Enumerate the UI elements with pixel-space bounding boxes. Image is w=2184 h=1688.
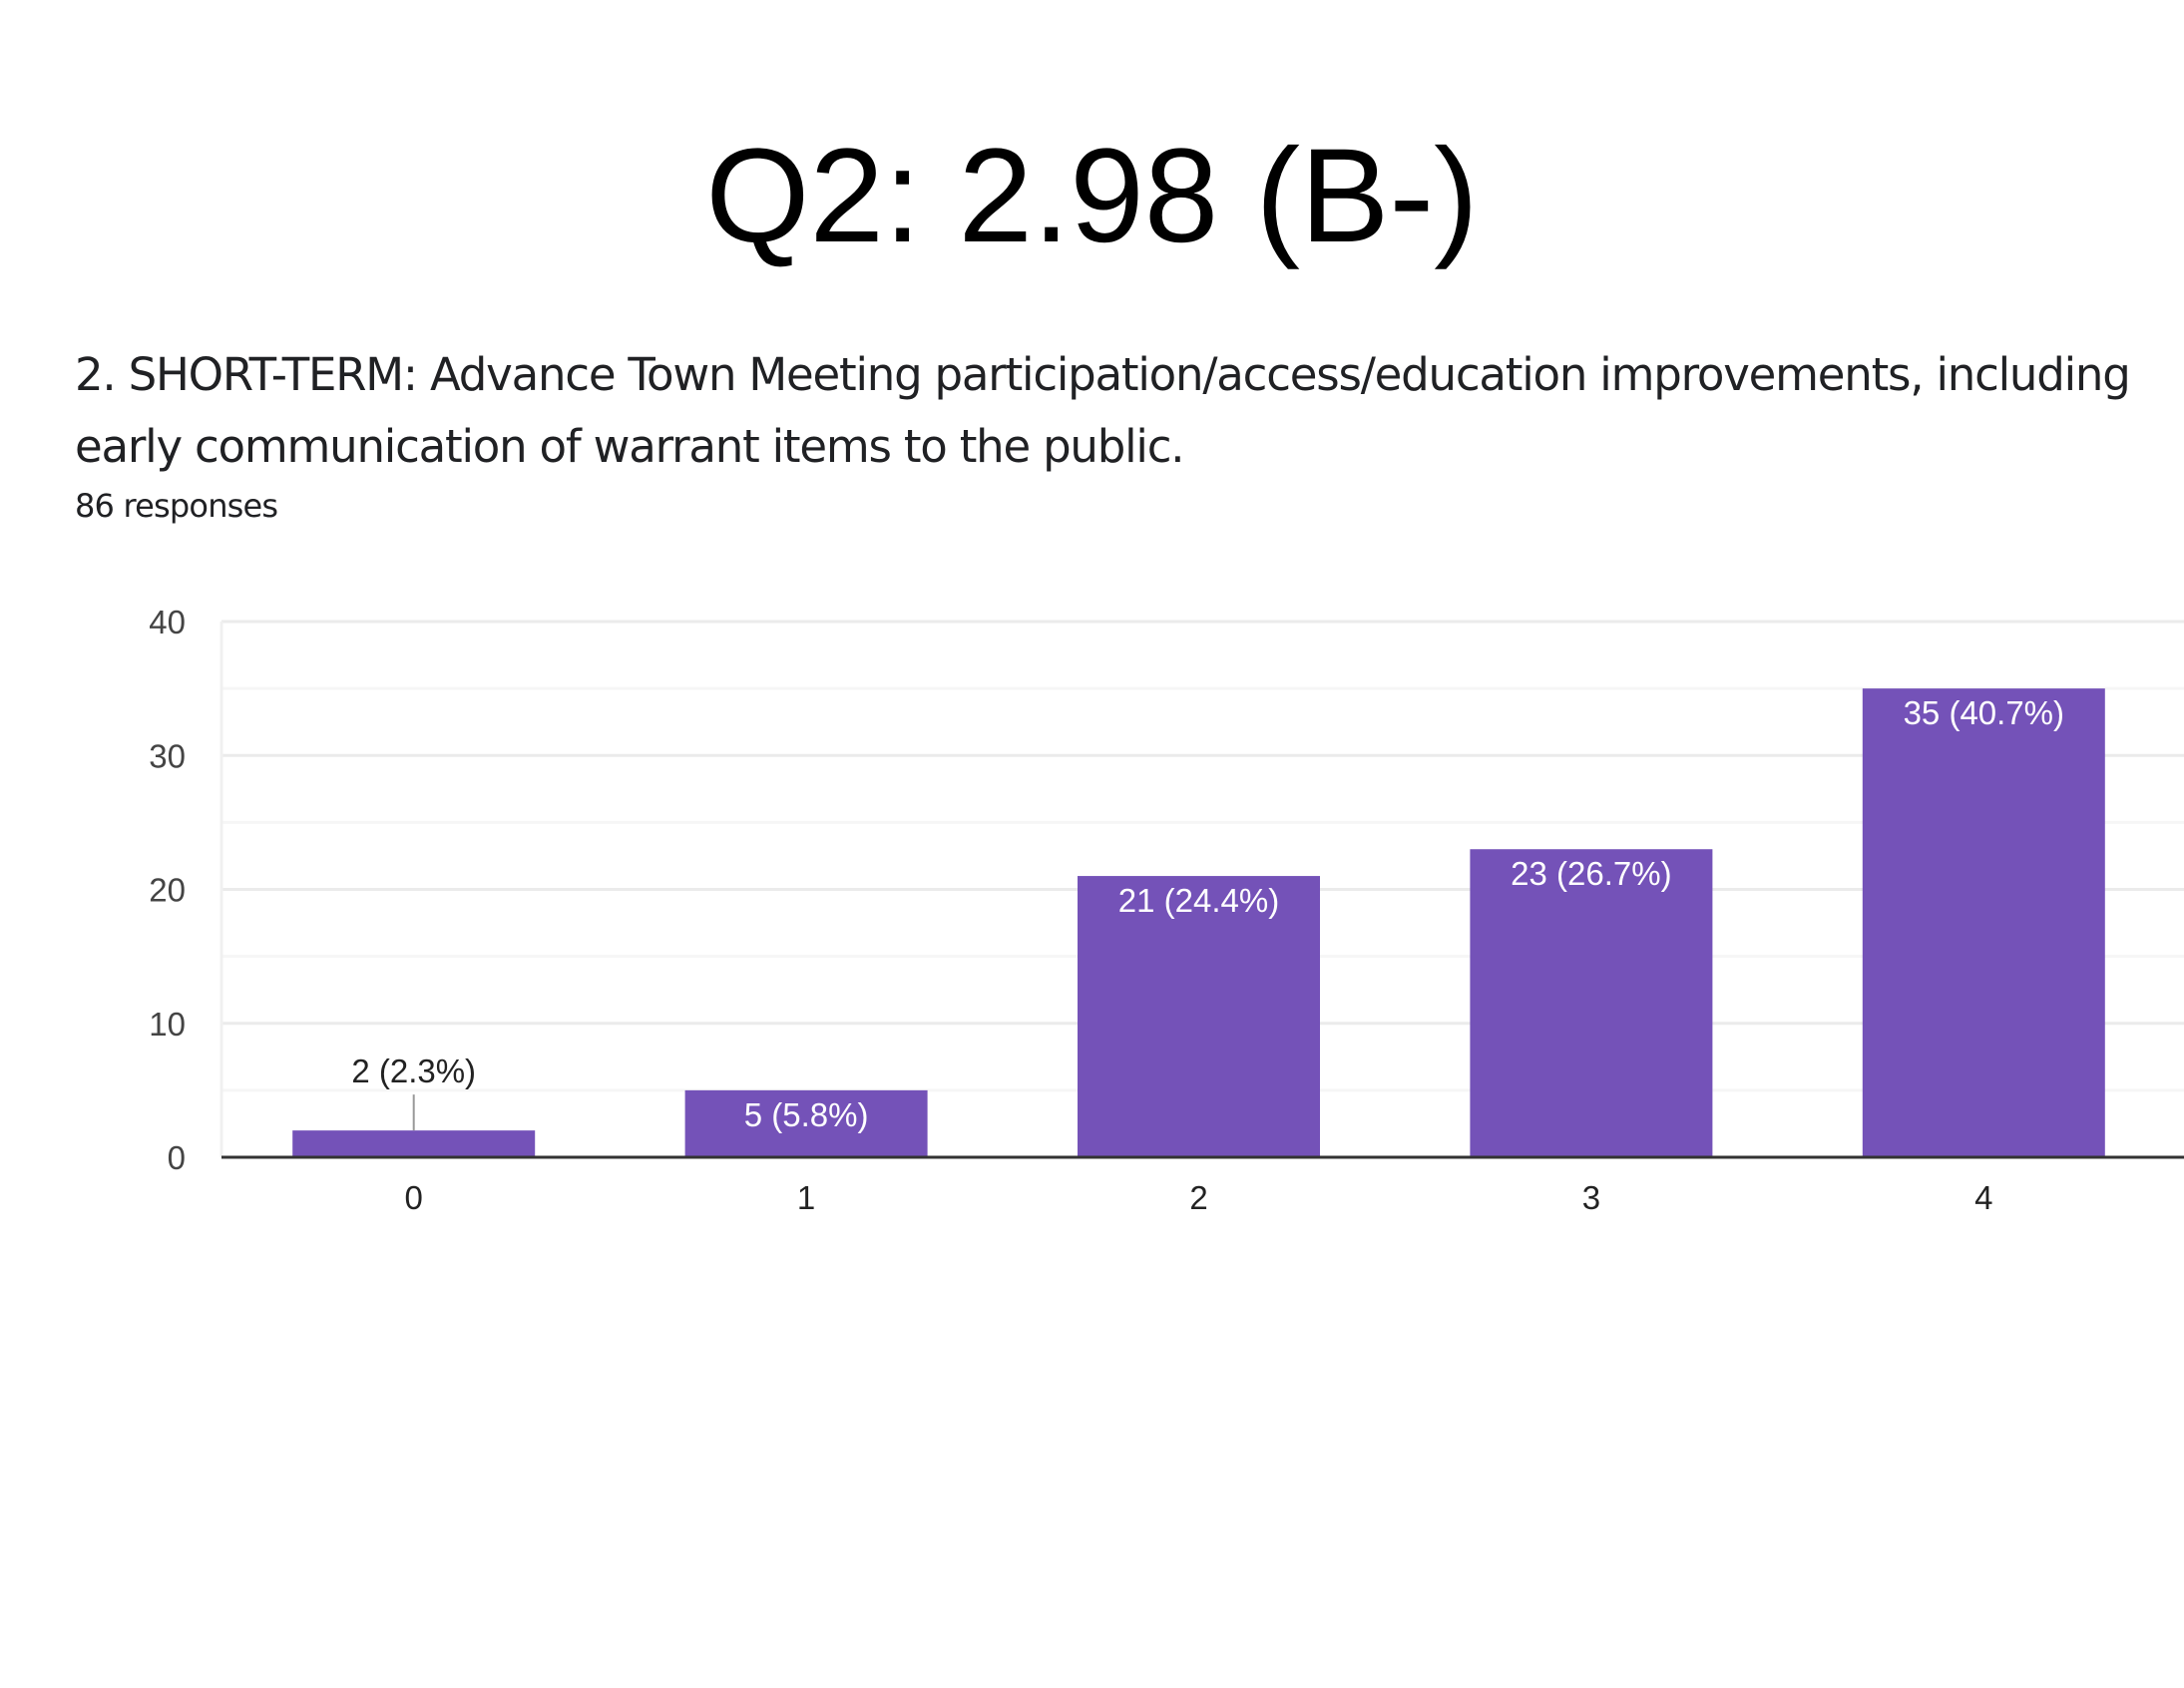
y-tick-label: 40 <box>149 604 186 640</box>
question-text: 2. SHORT-TERM: Advance Town Meeting part… <box>75 348 2131 473</box>
bar-0 <box>292 1130 536 1157</box>
x-tick-label: 3 <box>1582 1179 1600 1216</box>
x-tick-label: 0 <box>405 1179 423 1216</box>
y-tick-label: 0 <box>168 1139 186 1176</box>
y-tick-label: 20 <box>149 872 186 909</box>
x-tick-label: 2 <box>1189 1179 1207 1216</box>
x-tick-label: 4 <box>1974 1179 1992 1216</box>
bar-2 <box>1078 876 1320 1157</box>
data-label: 5 (5.8%) <box>744 1096 869 1133</box>
response-count: 86 responses <box>75 487 278 525</box>
y-tick-label: 10 <box>149 1006 186 1043</box>
page-title: Q2: 2.98 (B-) <box>705 122 1479 270</box>
x-tick-label: 1 <box>797 1179 815 1216</box>
bar-1 <box>684 1089 928 1157</box>
data-label: 35 (40.7%) <box>1904 694 2064 731</box>
data-label: 21 (24.4%) <box>1118 882 1279 919</box>
y-tick-label: 30 <box>149 737 186 774</box>
bar-3 <box>1470 849 1713 1157</box>
bar-4 <box>1862 688 2105 1157</box>
data-label: 23 (26.7%) <box>1511 855 1671 892</box>
data-label: 2 (2.3%) <box>351 1053 476 1089</box>
